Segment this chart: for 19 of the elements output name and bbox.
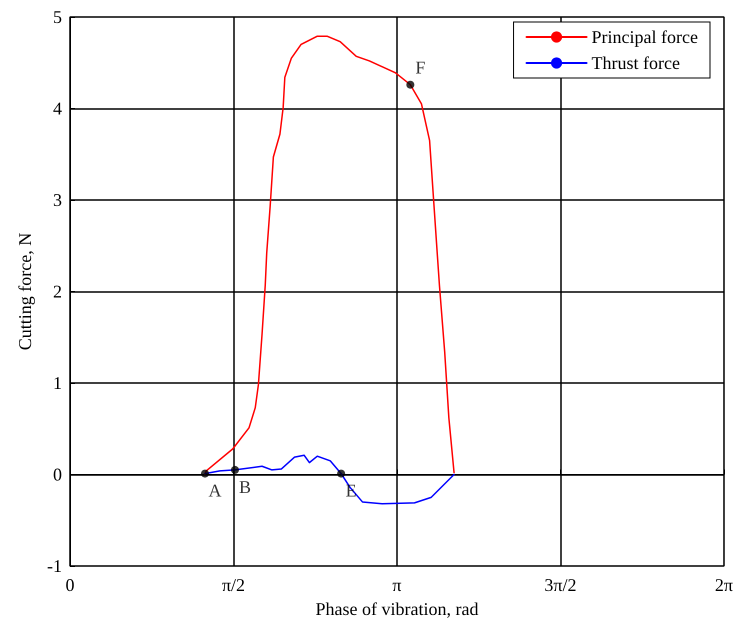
legend-label: Principal force [592,27,698,47]
y-tick-label: 2 [53,282,62,302]
x-tick-label: 0 [66,575,74,595]
legend-label: Thrust force [592,53,680,73]
y-tick-label: 3 [53,190,62,210]
y-tick-label: 5 [53,7,62,27]
y-tick-label: 0 [53,464,62,484]
annotation: B [238,476,251,497]
annotation: F [415,58,426,78]
annotation: A [208,480,222,501]
y-tick-label: 4 [53,98,62,118]
y-tick-label: -1 [47,556,62,576]
y-tick-label: 1 [53,373,62,393]
x-tick-label: 2π [714,575,734,595]
x-tick-label: π [392,575,402,595]
y-axis-title: Cutting force, N [15,232,35,350]
x-tick-label: 3π/2 [544,575,577,595]
x-tick-label: π/2 [222,575,246,595]
x-axis-title: Phase of vibration, rad [315,599,478,619]
